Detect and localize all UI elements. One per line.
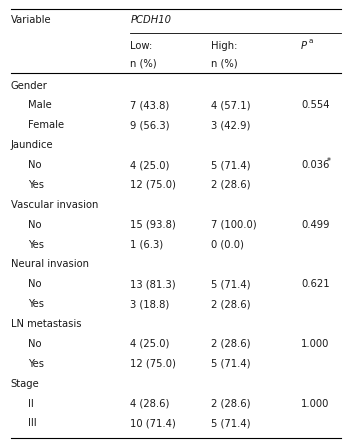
Text: 5 (71.4): 5 (71.4) xyxy=(211,279,251,290)
Text: 0.499: 0.499 xyxy=(301,220,329,230)
Text: 2 (28.6): 2 (28.6) xyxy=(211,299,251,309)
Text: Vascular invasion: Vascular invasion xyxy=(11,200,98,210)
Text: 0.036: 0.036 xyxy=(301,160,329,170)
Text: 7 (43.8): 7 (43.8) xyxy=(130,100,170,110)
Text: Stage: Stage xyxy=(11,379,39,389)
Text: Yes: Yes xyxy=(28,299,44,309)
Text: III: III xyxy=(28,418,37,429)
Text: 4 (57.1): 4 (57.1) xyxy=(211,100,251,110)
Text: 0.554: 0.554 xyxy=(301,100,329,110)
Text: Female: Female xyxy=(28,121,64,130)
Text: 4 (25.0): 4 (25.0) xyxy=(130,339,170,349)
Text: 1.000: 1.000 xyxy=(301,399,329,409)
Text: 3 (42.9): 3 (42.9) xyxy=(211,121,251,130)
Text: 4 (25.0): 4 (25.0) xyxy=(130,160,170,170)
Text: Gender: Gender xyxy=(11,81,48,91)
Text: 2 (28.6): 2 (28.6) xyxy=(211,180,251,190)
Text: 12 (75.0): 12 (75.0) xyxy=(130,359,176,369)
Text: Male: Male xyxy=(28,100,52,110)
Text: Yes: Yes xyxy=(28,240,44,249)
Text: No: No xyxy=(28,160,42,170)
Text: a: a xyxy=(309,38,313,44)
Text: 9 (56.3): 9 (56.3) xyxy=(130,121,170,130)
Text: 5 (71.4): 5 (71.4) xyxy=(211,359,251,369)
Text: 1.000: 1.000 xyxy=(301,339,329,349)
Text: PCDH10: PCDH10 xyxy=(130,15,171,25)
Text: 0 (0.0): 0 (0.0) xyxy=(211,240,244,249)
Text: 10 (71.4): 10 (71.4) xyxy=(130,418,176,429)
Text: 2 (28.6): 2 (28.6) xyxy=(211,399,251,409)
Text: Yes: Yes xyxy=(28,180,44,190)
Text: Low:: Low: xyxy=(130,41,152,51)
Text: No: No xyxy=(28,279,42,290)
Text: II: II xyxy=(28,399,34,409)
Text: Neural invasion: Neural invasion xyxy=(11,260,89,269)
Text: High:: High: xyxy=(211,41,238,51)
Text: *: * xyxy=(327,157,331,165)
Text: LN metastasis: LN metastasis xyxy=(11,319,81,329)
Text: No: No xyxy=(28,339,42,349)
Text: 12 (75.0): 12 (75.0) xyxy=(130,180,176,190)
Text: n (%): n (%) xyxy=(130,59,157,68)
Text: 4 (28.6): 4 (28.6) xyxy=(130,399,170,409)
Text: 5 (71.4): 5 (71.4) xyxy=(211,418,251,429)
Text: P: P xyxy=(301,41,307,51)
Text: 15 (93.8): 15 (93.8) xyxy=(130,220,176,230)
Text: 2 (28.6): 2 (28.6) xyxy=(211,339,251,349)
Text: 3 (18.8): 3 (18.8) xyxy=(130,299,170,309)
Text: 7 (100.0): 7 (100.0) xyxy=(211,220,257,230)
Text: 13 (81.3): 13 (81.3) xyxy=(130,279,176,290)
Text: Jaundice: Jaundice xyxy=(11,140,53,150)
Text: n (%): n (%) xyxy=(211,59,238,68)
Text: 1 (6.3): 1 (6.3) xyxy=(130,240,163,249)
Text: Yes: Yes xyxy=(28,359,44,369)
Text: 0.621: 0.621 xyxy=(301,279,329,290)
Text: No: No xyxy=(28,220,42,230)
Text: Variable: Variable xyxy=(11,15,51,25)
Text: 5 (71.4): 5 (71.4) xyxy=(211,160,251,170)
